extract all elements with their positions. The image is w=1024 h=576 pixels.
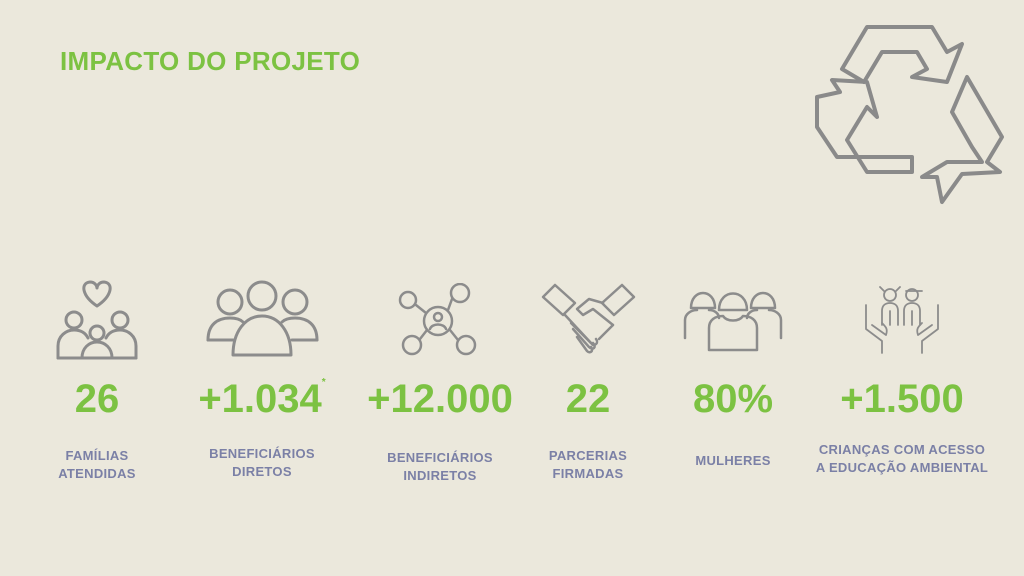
family-heart-icon — [56, 280, 138, 359]
stat-value: 80% — [692, 377, 774, 421]
stat-label: PARCERIAS FIRMADAS — [548, 448, 628, 481]
network-icon — [398, 282, 476, 355]
stat-value: 22 — [565, 377, 611, 421]
stat-label: FAMÍLIAS ATENDIDAS — [58, 448, 136, 481]
stat-value: +1.500 — [840, 377, 964, 421]
stat-beneficiarios-indiretos: +12.000 BENEFICIÁRIOS INDIRETOS — [350, 275, 530, 483]
stat-criancas: +1.500 CRIANÇAS COM ACESSO A EDUCAÇÃO AMB… — [807, 275, 997, 475]
stat-familias: 26 FAMÍLIAS ATENDIDAS — [7, 275, 187, 481]
stat-value: +12.000 — [367, 377, 513, 421]
handshake-icon — [541, 283, 635, 353]
group-icon — [206, 280, 318, 357]
children-hands-icon — [865, 286, 939, 354]
stat-label: BENEFICIÁRIOS INDIRETOS — [387, 450, 493, 483]
stat-label: BENEFICIÁRIOS DIRETOS — [209, 446, 315, 479]
stat-beneficiarios-diretos: +1.034* BENEFICIÁRIOS DIRETOS — [172, 275, 352, 479]
page-title: IMPACTO DO PROJETO — [60, 46, 361, 76]
stat-label: MULHERES — [695, 453, 771, 468]
recycle-icon — [815, 25, 1004, 204]
stat-value: +1.034* — [198, 377, 326, 421]
stat-parcerias: 22 PARCERIAS FIRMADAS — [498, 275, 678, 481]
stat-value: 26 — [74, 377, 120, 421]
stat-label: CRIANÇAS COM ACESSO A EDUCAÇÃO AMBIENTAL — [815, 442, 989, 475]
stat-mulheres: 80% MULHERES — [643, 275, 823, 468]
women-icon — [683, 291, 783, 351]
